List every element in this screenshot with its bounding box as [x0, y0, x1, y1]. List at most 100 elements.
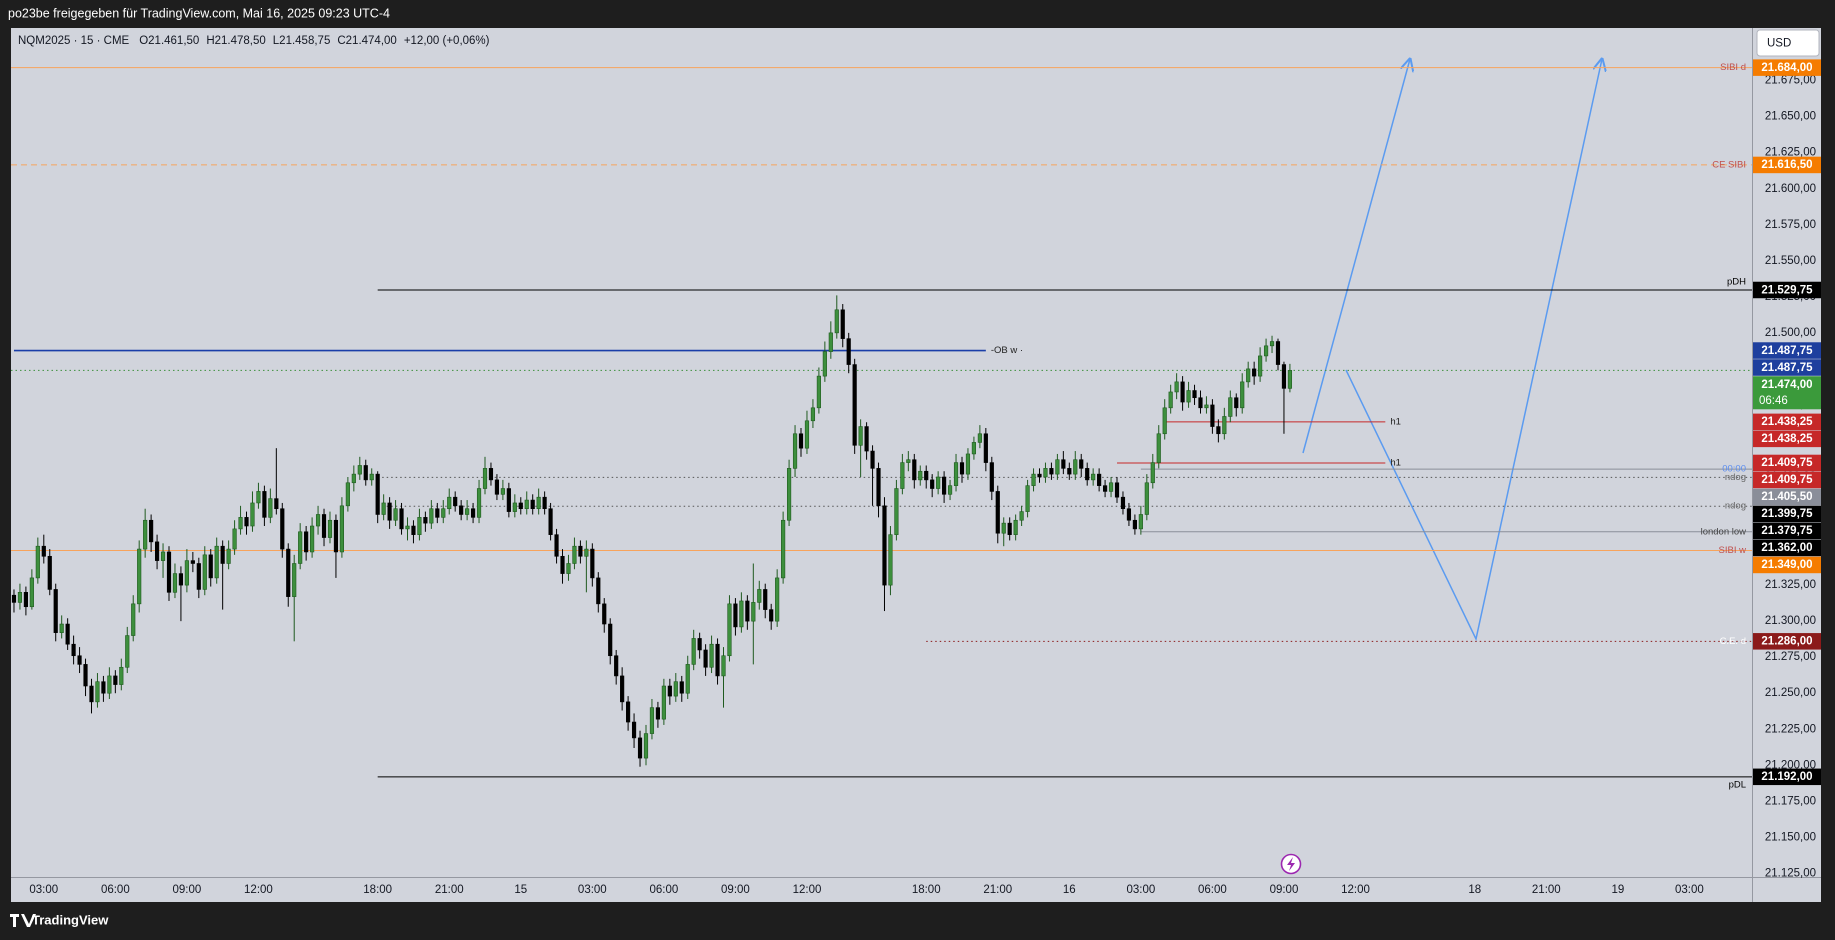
- candle-body: [918, 470, 923, 481]
- price-badge-text: 21.438,25: [1761, 433, 1813, 445]
- candle-body: [697, 638, 702, 651]
- candle-body: [375, 473, 380, 515]
- y-tick-label: 21.500,00: [1765, 327, 1816, 339]
- candle-body: [864, 426, 869, 452]
- candle-body: [804, 420, 810, 449]
- candle-body: [17, 592, 23, 603]
- candle-body: [709, 643, 714, 668]
- candle-body: [470, 508, 476, 518]
- x-tick-label: 12:00: [793, 884, 822, 896]
- legend-value: O21.461,50: [139, 35, 199, 47]
- candle-body: [834, 309, 839, 334]
- alert-bolt[interactable]: [1287, 857, 1295, 871]
- price-badge: [1753, 539, 1821, 557]
- level-label: ndog: [1725, 501, 1746, 512]
- price-badge: [1753, 471, 1821, 489]
- candle-body: [1228, 397, 1233, 417]
- brand-logo: [10, 914, 36, 927]
- candle-body: [590, 548, 595, 579]
- candle-body: [727, 603, 732, 657]
- candle-body: [1067, 468, 1072, 475]
- candle-body: [953, 462, 959, 486]
- candle-body: [810, 407, 816, 422]
- candle-body: [280, 508, 285, 550]
- legend-value: C21.474,00: [337, 35, 396, 47]
- price-badge: [1753, 342, 1821, 359]
- candle-body: [1091, 473, 1096, 481]
- price-badge: [1753, 768, 1821, 786]
- candle-body: [1281, 364, 1287, 389]
- x-tick-label: 21:00: [435, 884, 464, 896]
- candle-body: [339, 505, 344, 553]
- candle-body: [596, 577, 601, 605]
- candle-body: [321, 514, 327, 538]
- candle-body: [238, 517, 243, 530]
- price-badge-text: 21.409,75: [1761, 457, 1813, 469]
- candle-body: [131, 603, 136, 636]
- currency[interactable]: USD: [1767, 38, 1791, 50]
- alert-icon[interactable]: [1280, 853, 1302, 875]
- candle-body: [572, 545, 577, 564]
- candle-body: [298, 531, 303, 564]
- price-badge: [1753, 59, 1821, 76]
- candle-body: [35, 545, 40, 579]
- candle-body: [447, 496, 452, 510]
- candle-body: [614, 655, 619, 677]
- candle-body: [506, 488, 511, 512]
- y-tick-label: 21.575,00: [1765, 219, 1816, 231]
- candle-body: [1156, 433, 1161, 463]
- candle-body: [673, 681, 678, 697]
- candle-body: [310, 525, 315, 553]
- candle-body: [1102, 485, 1108, 492]
- candle-body: [1168, 391, 1173, 409]
- candle-body: [781, 519, 786, 579]
- candle-body: [107, 675, 112, 694]
- candle-body: [828, 332, 833, 352]
- candle-body: [1240, 381, 1245, 409]
- candle-body: [757, 589, 762, 603]
- candle-body: [1043, 468, 1048, 478]
- candle-body: [1210, 404, 1215, 427]
- price-badge-text: 21.349,00: [1761, 559, 1812, 571]
- candle-body: [1252, 368, 1257, 377]
- candle-body: [542, 496, 547, 510]
- candle-body: [816, 375, 821, 409]
- projection-arrow: [1345, 59, 1602, 642]
- currency-button[interactable]: [1756, 29, 1820, 57]
- candle-body: [1192, 390, 1197, 399]
- level-label: SIBI w: [1719, 545, 1747, 556]
- candle-body: [1013, 519, 1018, 535]
- candle-body: [351, 473, 356, 484]
- candle-body: [894, 488, 899, 535]
- price-badge-text: 21.487,75: [1761, 345, 1813, 357]
- candle-body: [530, 499, 535, 510]
- candle-body: [178, 573, 184, 586]
- candle-body: [959, 462, 965, 475]
- candle-body: [125, 635, 130, 668]
- candle-body: [852, 364, 857, 446]
- candle-body: [900, 462, 905, 489]
- candle-body: [184, 560, 189, 586]
- projection-arrow: [1302, 59, 1410, 454]
- candle-body: [149, 519, 154, 543]
- candle-body: [345, 482, 350, 507]
- x-tick-label: 18:00: [363, 884, 392, 896]
- x-tick-label: 21:00: [983, 884, 1012, 896]
- candle-body: [369, 473, 374, 481]
- candle-body: [1234, 397, 1239, 409]
- legend-value: L21.458,75: [273, 35, 331, 47]
- level-label: SIBI d: [1720, 62, 1746, 73]
- price-badge: [1753, 281, 1821, 299]
- candle-body: [775, 577, 780, 622]
- price-badge-text: 21.379,75: [1761, 525, 1813, 537]
- candle-body: [1055, 459, 1060, 475]
- candle-body: [11, 594, 17, 603]
- candle-body: [500, 488, 505, 495]
- candle-body: [751, 602, 756, 622]
- candle-body: [626, 701, 631, 723]
- price-badge: [1753, 522, 1821, 540]
- candle-body: [995, 491, 1000, 534]
- candle-body: [1144, 482, 1149, 515]
- candle-body: [1275, 341, 1281, 365]
